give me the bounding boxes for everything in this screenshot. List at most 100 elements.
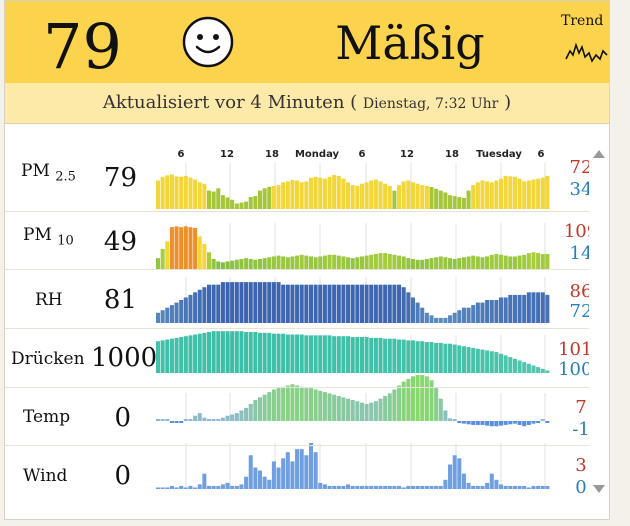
chart-bar [216, 419, 221, 421]
chart-bar [475, 182, 480, 209]
chart-bar [522, 485, 527, 489]
chart-bar [359, 402, 364, 421]
chart-bar [346, 182, 351, 209]
row-label-pm25: PM 2.5 [21, 161, 76, 185]
sparkline-icon[interactable] [565, 37, 609, 69]
chart-bar [290, 384, 295, 421]
row-divider [5, 445, 591, 446]
chart-bar [526, 253, 531, 269]
chart-bar [536, 292, 541, 323]
chart-bar [165, 487, 170, 489]
chart-bar [230, 485, 235, 489]
chart-bar [373, 337, 378, 373]
chart-bar [359, 256, 364, 269]
chart-bar [485, 350, 490, 373]
trend-label[interactable]: Trend [561, 13, 604, 29]
chart-bar [244, 407, 249, 421]
chart-bar [276, 467, 281, 489]
chart-bar [443, 192, 448, 209]
chart-bar [313, 257, 318, 269]
chart-bar [188, 419, 193, 421]
chart-bar [271, 389, 276, 421]
chart-bar [350, 185, 355, 209]
chart-bar [211, 284, 216, 323]
chart-bar [448, 464, 453, 489]
chart-bar [160, 340, 165, 373]
chart-bar [281, 182, 286, 209]
chart-bar [179, 421, 184, 423]
chart-bar [489, 300, 494, 323]
chart-bar [216, 331, 221, 373]
chart-bar [461, 257, 466, 269]
row-label-wind: Wind [23, 466, 68, 486]
chart-bar [415, 375, 420, 421]
chart-bar [522, 294, 527, 323]
chart-bar [397, 284, 402, 323]
chart-bar [359, 485, 364, 489]
time-tick-label: 6 [538, 149, 545, 160]
chart-bar [257, 332, 263, 373]
chart-bar [383, 253, 388, 269]
chart-bar [540, 485, 545, 489]
chart-bar [471, 485, 476, 489]
chart-bar [355, 186, 360, 209]
chart-bar [322, 392, 327, 421]
chart-bar [461, 473, 466, 489]
chart-bar [536, 421, 541, 423]
chart-bar [461, 346, 466, 373]
chart-bar [156, 180, 161, 209]
chart-bar [197, 333, 202, 373]
chart-bar [308, 177, 313, 209]
chart-bar [295, 385, 300, 421]
chart-bar [387, 186, 392, 209]
chart-bar [499, 421, 504, 426]
chart-bar [188, 485, 193, 489]
chart-bar [489, 182, 494, 209]
chart-bar [420, 341, 425, 373]
chart-bar [503, 485, 508, 489]
chart-bar [457, 197, 462, 209]
chart-bar [206, 252, 212, 269]
chart-bar [253, 399, 258, 421]
chart-bar [508, 421, 513, 425]
chart-bar [485, 482, 490, 489]
chart-bar [179, 227, 184, 269]
chart-bar [188, 227, 193, 269]
chart-bar [512, 256, 517, 269]
chart-bar [406, 340, 411, 373]
chart-bar [397, 485, 402, 489]
chart-bar [285, 284, 290, 323]
chart-bar [239, 410, 244, 421]
chart-bar [355, 401, 360, 421]
vertical-scrollbar[interactable] [589, 124, 609, 519]
chart-bar [206, 190, 212, 209]
chart-bar [387, 338, 392, 373]
chart-bar [429, 258, 434, 269]
chart-bar [397, 185, 402, 209]
chart-bar [485, 421, 490, 426]
chart-bar [434, 388, 439, 421]
chart-bar [475, 421, 480, 425]
chart-bar [383, 338, 388, 373]
chart-bar [271, 256, 276, 269]
chart-bar [475, 256, 480, 269]
chart-bar [308, 335, 313, 373]
chart-bar [257, 470, 263, 489]
row-min-wind: 0 [575, 477, 587, 498]
chart-bar [350, 258, 355, 269]
aqi-value: 79 [43, 10, 122, 83]
chart-bar [244, 201, 249, 209]
chart-bar [494, 300, 499, 323]
chart-bar [179, 337, 184, 373]
chart-bar [327, 485, 332, 489]
chart-bar [295, 255, 300, 269]
scroll-down-icon[interactable] [593, 485, 605, 493]
chart-bar [327, 393, 332, 421]
chart-bar [452, 312, 457, 323]
chart-bar [267, 186, 272, 209]
time-tick-label: 6 [359, 149, 366, 160]
chart-bar [489, 254, 494, 269]
chart-bar [457, 421, 462, 423]
chart-bar [494, 421, 499, 427]
scroll-up-icon[interactable] [593, 150, 605, 158]
